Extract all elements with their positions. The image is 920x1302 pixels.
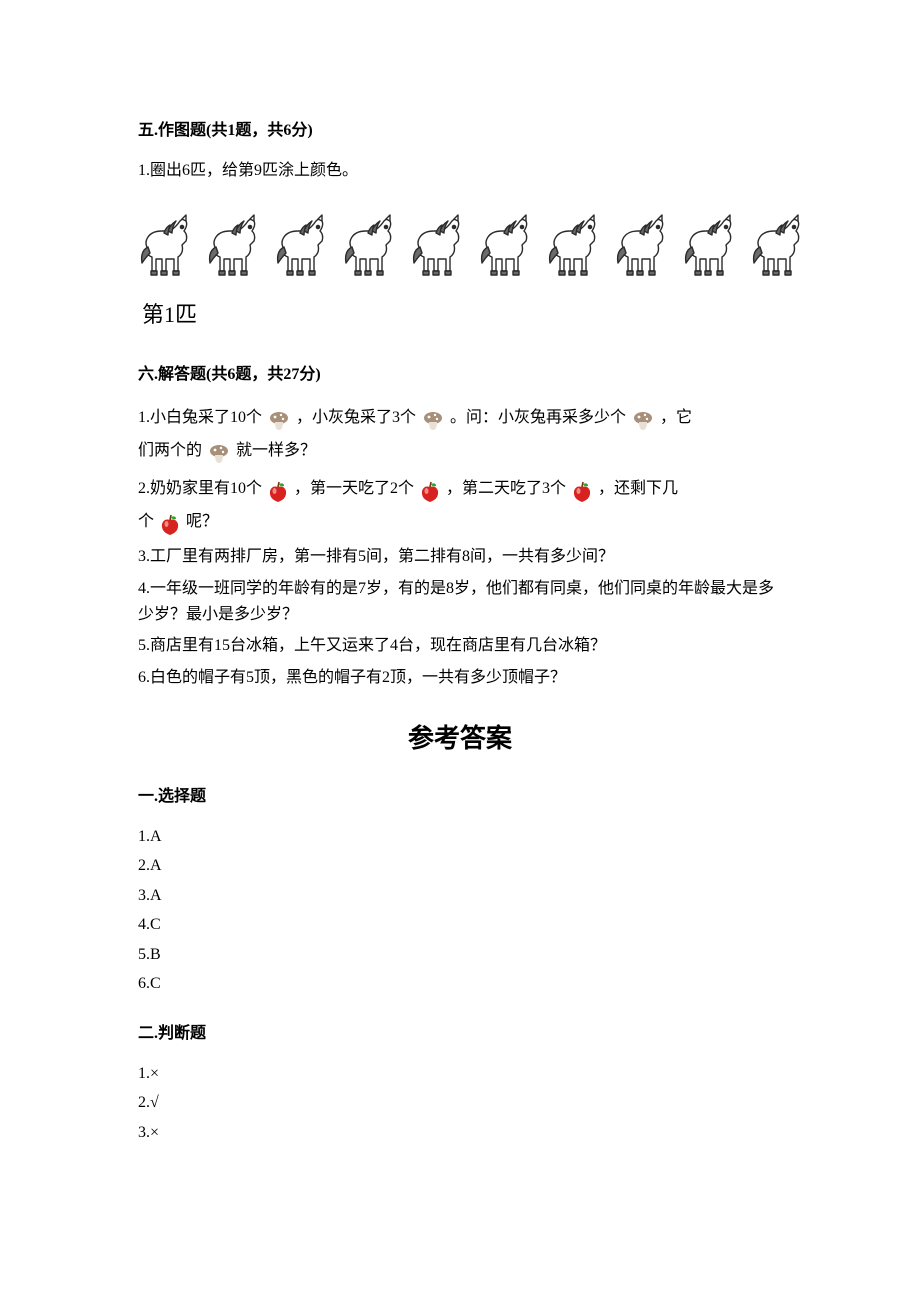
s6-q1-d: ，它 bbox=[660, 409, 692, 426]
s6-q4: 4.一年级一班同学的年龄有的是7岁，有的是8岁，他们都有同桌，他们同桌的年龄最大… bbox=[138, 576, 782, 627]
s5-q1-text: 1.圈出6匹，给第9匹涂上颜色。 bbox=[138, 158, 782, 184]
ans-s1-4: 4.C bbox=[138, 912, 782, 938]
s6-q1-f: 就一样多？ bbox=[236, 442, 316, 459]
ans-s2-1: 1.× bbox=[138, 1061, 782, 1087]
ans-s1-6: 6.C bbox=[138, 971, 782, 997]
s6-q1-a: 1.小白兔采了10个 bbox=[138, 409, 262, 426]
s6-q1-b: ，小灰兔采了3个 bbox=[296, 409, 416, 426]
apple-icon bbox=[268, 481, 288, 514]
horse-icon bbox=[138, 213, 192, 279]
s6-q1-c: 。问：小灰兔再采多少个 bbox=[450, 409, 626, 426]
horses-row bbox=[138, 213, 782, 279]
apple-icon bbox=[420, 481, 440, 514]
mushroom-icon bbox=[422, 410, 444, 443]
section-6-heading: 六.解答题(共6题，共27分) bbox=[138, 362, 782, 388]
ans-s2-heading: 二.判断题 bbox=[138, 1021, 782, 1047]
horse-icon bbox=[750, 213, 804, 279]
ans-s2-2: 2.√ bbox=[138, 1090, 782, 1116]
ans-s2-3: 3.× bbox=[138, 1120, 782, 1146]
s6-q2-c: ，第二天吃了3个 bbox=[446, 480, 566, 497]
mushroom-icon bbox=[632, 410, 654, 443]
s6-q2-f: 呢？ bbox=[186, 513, 218, 530]
s6-q6: 6.白色的帽子有5顶，黑色的帽子有2顶，一共有多少顶帽子？ bbox=[138, 665, 782, 691]
first-horse-label: 第1匹 bbox=[142, 297, 782, 332]
answers-title: 参考答案 bbox=[138, 718, 782, 760]
s6-q5: 5.商店里有15台冰箱，上午又运来了4台，现在商店里有几台冰箱？ bbox=[138, 633, 782, 659]
horse-icon bbox=[342, 213, 396, 279]
ans-s1-1: 1.A bbox=[138, 824, 782, 850]
s6-q2-b: ，第一天吃了2个 bbox=[294, 480, 414, 497]
ans-s1-heading: 一.选择题 bbox=[138, 784, 782, 810]
s6-q1-e: 们两个的 bbox=[138, 442, 202, 459]
horse-icon bbox=[614, 213, 668, 279]
ans-s1-3: 3.A bbox=[138, 883, 782, 909]
ans-s1-5: 5.B bbox=[138, 942, 782, 968]
s6-q2: 2.奶奶家里有10个 ，第一天吃了2个 ，第二天吃了3个 ，还剩下几 个 呢？ bbox=[138, 473, 782, 538]
horse-icon bbox=[274, 213, 328, 279]
horse-icon bbox=[478, 213, 532, 279]
horse-icon bbox=[546, 213, 600, 279]
s6-q2-a: 2.奶奶家里有10个 bbox=[138, 480, 262, 497]
horse-icon bbox=[410, 213, 464, 279]
s6-q2-d: ，还剩下几 bbox=[598, 480, 678, 497]
mushroom-icon bbox=[268, 410, 290, 443]
s6-q1: 1.小白兔采了10个 ，小灰兔采了3个 。问：小灰兔再采多少个 ，它 们两个的 … bbox=[138, 402, 782, 467]
horse-icon bbox=[682, 213, 736, 279]
section-5-heading: 五.作图题(共1题，共6分) bbox=[138, 118, 782, 144]
apple-icon bbox=[160, 514, 180, 547]
horse-icon bbox=[206, 213, 260, 279]
mushroom-icon bbox=[208, 443, 230, 476]
ans-s1-2: 2.A bbox=[138, 853, 782, 879]
apple-icon bbox=[572, 481, 592, 514]
s6-q2-e: 个 bbox=[138, 513, 154, 530]
s6-q3: 3.工厂里有两排厂房，第一排有5间，第二排有8间，一共有多少间？ bbox=[138, 544, 782, 570]
